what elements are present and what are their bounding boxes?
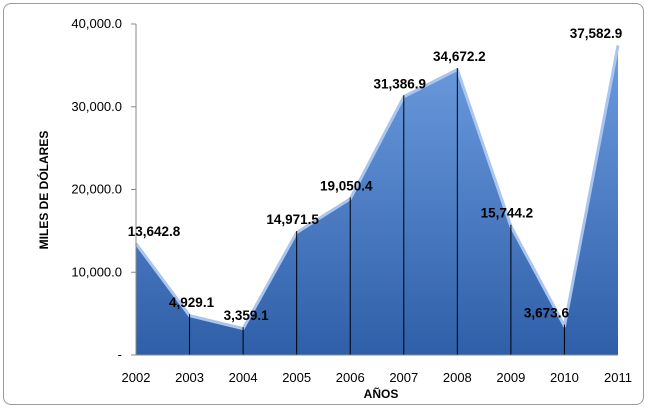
data-label: 3,359.1	[224, 308, 270, 323]
y-axis-title: MILES DE DÓLARES	[36, 131, 51, 250]
x-tick-label: 2007	[389, 370, 418, 385]
area-series	[136, 44, 618, 356]
data-label: 15,744.2	[481, 206, 534, 221]
x-tick-label: 2006	[336, 370, 365, 385]
area-top-edge	[134, 45, 620, 331]
y-tick-label: 30,000.0	[71, 99, 122, 114]
x-axis-title: AÑOS	[364, 386, 399, 401]
x-tick-label: 2005	[282, 370, 311, 385]
y-tick-label: -	[118, 347, 122, 362]
data-label: 3,673.6	[524, 306, 570, 321]
x-tick-label: 2010	[550, 370, 579, 385]
data-label: 34,672.2	[433, 49, 486, 64]
data-label: 4,929.1	[169, 295, 215, 310]
x-tick-label: 2011	[604, 370, 632, 385]
data-label: 13,642.8	[128, 224, 181, 239]
x-tick-label: 2009	[496, 370, 525, 385]
x-tick-label: 2002	[122, 370, 151, 385]
x-tick-label: 2003	[175, 370, 204, 385]
x-tick-label: 2008	[443, 370, 472, 385]
y-tick-label: 20,000.0	[71, 182, 122, 197]
y-tick-label: 40,000.0	[71, 16, 122, 31]
data-label: 31,386.9	[373, 76, 426, 91]
x-tick-label: 2004	[229, 370, 258, 385]
data-label: 37,582.9	[570, 26, 623, 41]
data-label: 19,050.4	[320, 178, 373, 193]
y-tick-label: 10,000.0	[71, 264, 122, 279]
data-label: 14,971.5	[266, 212, 319, 227]
